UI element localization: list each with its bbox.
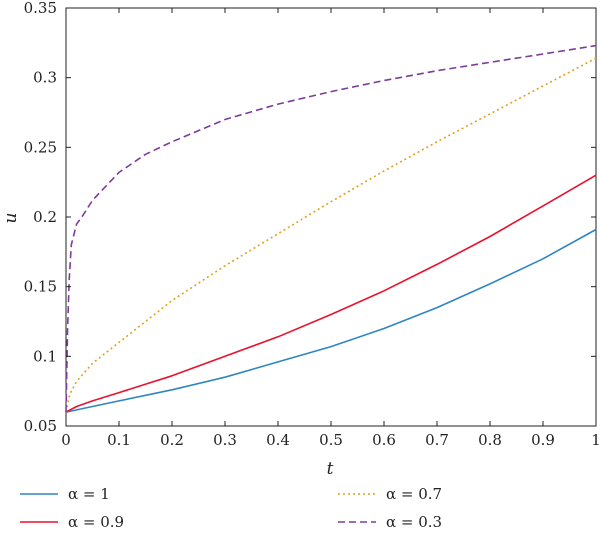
x-tick-label: 0.7 <box>425 431 449 449</box>
y-tick-label: 0.2 <box>33 208 57 226</box>
ticks-layer: 0 0.1 0.2 0.3 0.4 0.5 0.6 0.7 0.8 0.9 1 0.05 0.1 0.15… <box>24 0 600 449</box>
plot-frame <box>65 7 597 427</box>
x-tick-label: 1 <box>591 431 600 449</box>
series-line-2 <box>65 174 597 413</box>
x-tick-label: 0 <box>61 431 71 449</box>
legend-label-3: α = 0.7 <box>386 485 442 503</box>
x-tick-label: 0.5 <box>319 431 343 449</box>
legend-label-4: α = 0.3 <box>386 513 442 531</box>
y-tick-label: 0.3 <box>33 69 57 87</box>
y-tick-label: 0.1 <box>33 347 57 365</box>
series-line-3 <box>65 57 597 413</box>
y-tick-label: 0.05 <box>24 417 57 435</box>
series-layer <box>65 44 597 413</box>
y-tick-label: 0.35 <box>24 0 57 17</box>
x-tick-label: 0.6 <box>372 431 396 449</box>
series-line-4 <box>65 44 597 413</box>
x-tick-label: 0.9 <box>531 431 555 449</box>
x-tick-label: 0.1 <box>107 431 131 449</box>
legend-label-1: α = 1 <box>68 485 110 503</box>
x-tick-label: 0.2 <box>160 431 184 449</box>
x-tick-label: 0.4 <box>266 431 290 449</box>
x-tick-label: 0.8 <box>478 431 502 449</box>
legend: α = 1 α = 0.9 α = 0.7 α = 0.3 <box>20 485 442 531</box>
y-tick-label: 0.15 <box>24 278 57 296</box>
y-tick-label: 0.25 <box>24 138 57 156</box>
y-axis-label: u <box>1 213 21 224</box>
x-tick-label: 0.3 <box>213 431 237 449</box>
x-axis-label: t <box>327 459 334 479</box>
series-line-1 <box>65 228 597 413</box>
legend-label-2: α = 0.9 <box>68 513 124 531</box>
plot-area <box>65 7 597 427</box>
